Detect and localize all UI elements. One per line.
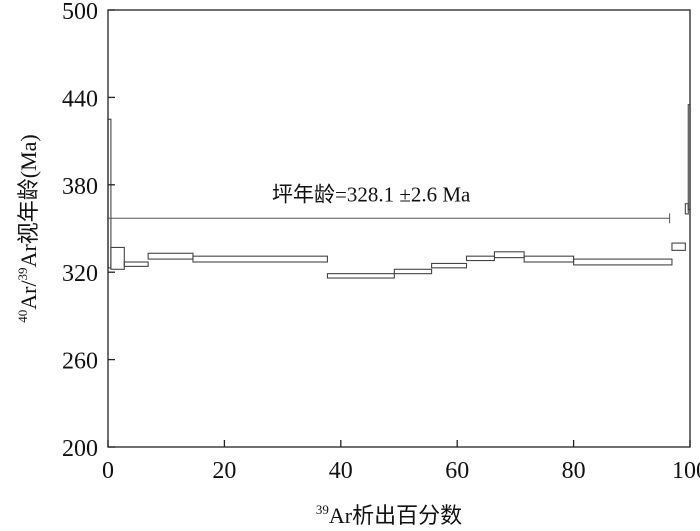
step-13 xyxy=(671,242,686,251)
y-tick-label: 320 xyxy=(62,261,98,287)
step-8 xyxy=(431,262,468,269)
plateau-age-label: 坪年龄=328.1 ±2.6 Ma xyxy=(272,182,471,206)
y-axis-title-superscript-39: 39 xyxy=(15,267,30,280)
y-tick-label: 440 xyxy=(62,86,98,112)
step-10 xyxy=(493,251,525,259)
y-tick-label: 500 xyxy=(62,0,98,25)
x-tick-label: 0 xyxy=(102,458,114,484)
step-11 xyxy=(523,255,575,263)
ticks: 0 20 40 60 80 100 200 260 320 380 440 500 xyxy=(62,0,700,484)
step-2 xyxy=(110,246,125,270)
y-axis-title: 40Ar/39Ar视年龄(Ma) xyxy=(15,134,41,323)
x-tick-label: 60 xyxy=(445,458,469,484)
y-tick-label: 260 xyxy=(62,349,98,375)
x-tick-label: 20 xyxy=(212,458,236,484)
x-axis-title-superscript: 39 xyxy=(316,502,329,517)
plot-frame xyxy=(107,9,691,448)
step-4 xyxy=(147,252,194,260)
y-tick-label: 200 xyxy=(62,436,98,462)
step-6 xyxy=(326,273,395,279)
y-axis-title-part2: Ar视年龄(Ma) xyxy=(16,134,41,267)
step-7 xyxy=(393,268,433,275)
step-12 xyxy=(573,258,673,266)
plot-area xyxy=(107,104,691,279)
x-tick-label: 80 xyxy=(562,458,586,484)
y-tick-label: 380 xyxy=(62,174,98,200)
y-axis-title-part1: Ar/ xyxy=(16,280,41,310)
y-axis-title-superscript-40: 40 xyxy=(15,310,30,323)
step-3 xyxy=(123,261,149,267)
step-9 xyxy=(465,255,495,262)
x-axis-title-text: Ar析出百分数 xyxy=(329,503,462,528)
axes xyxy=(107,9,691,448)
x-tick-label: 100 xyxy=(672,458,700,484)
x-tick-label: 40 xyxy=(329,458,353,484)
x-axis-title: 39Ar析出百分数 xyxy=(316,502,462,528)
step-5 xyxy=(192,255,328,263)
